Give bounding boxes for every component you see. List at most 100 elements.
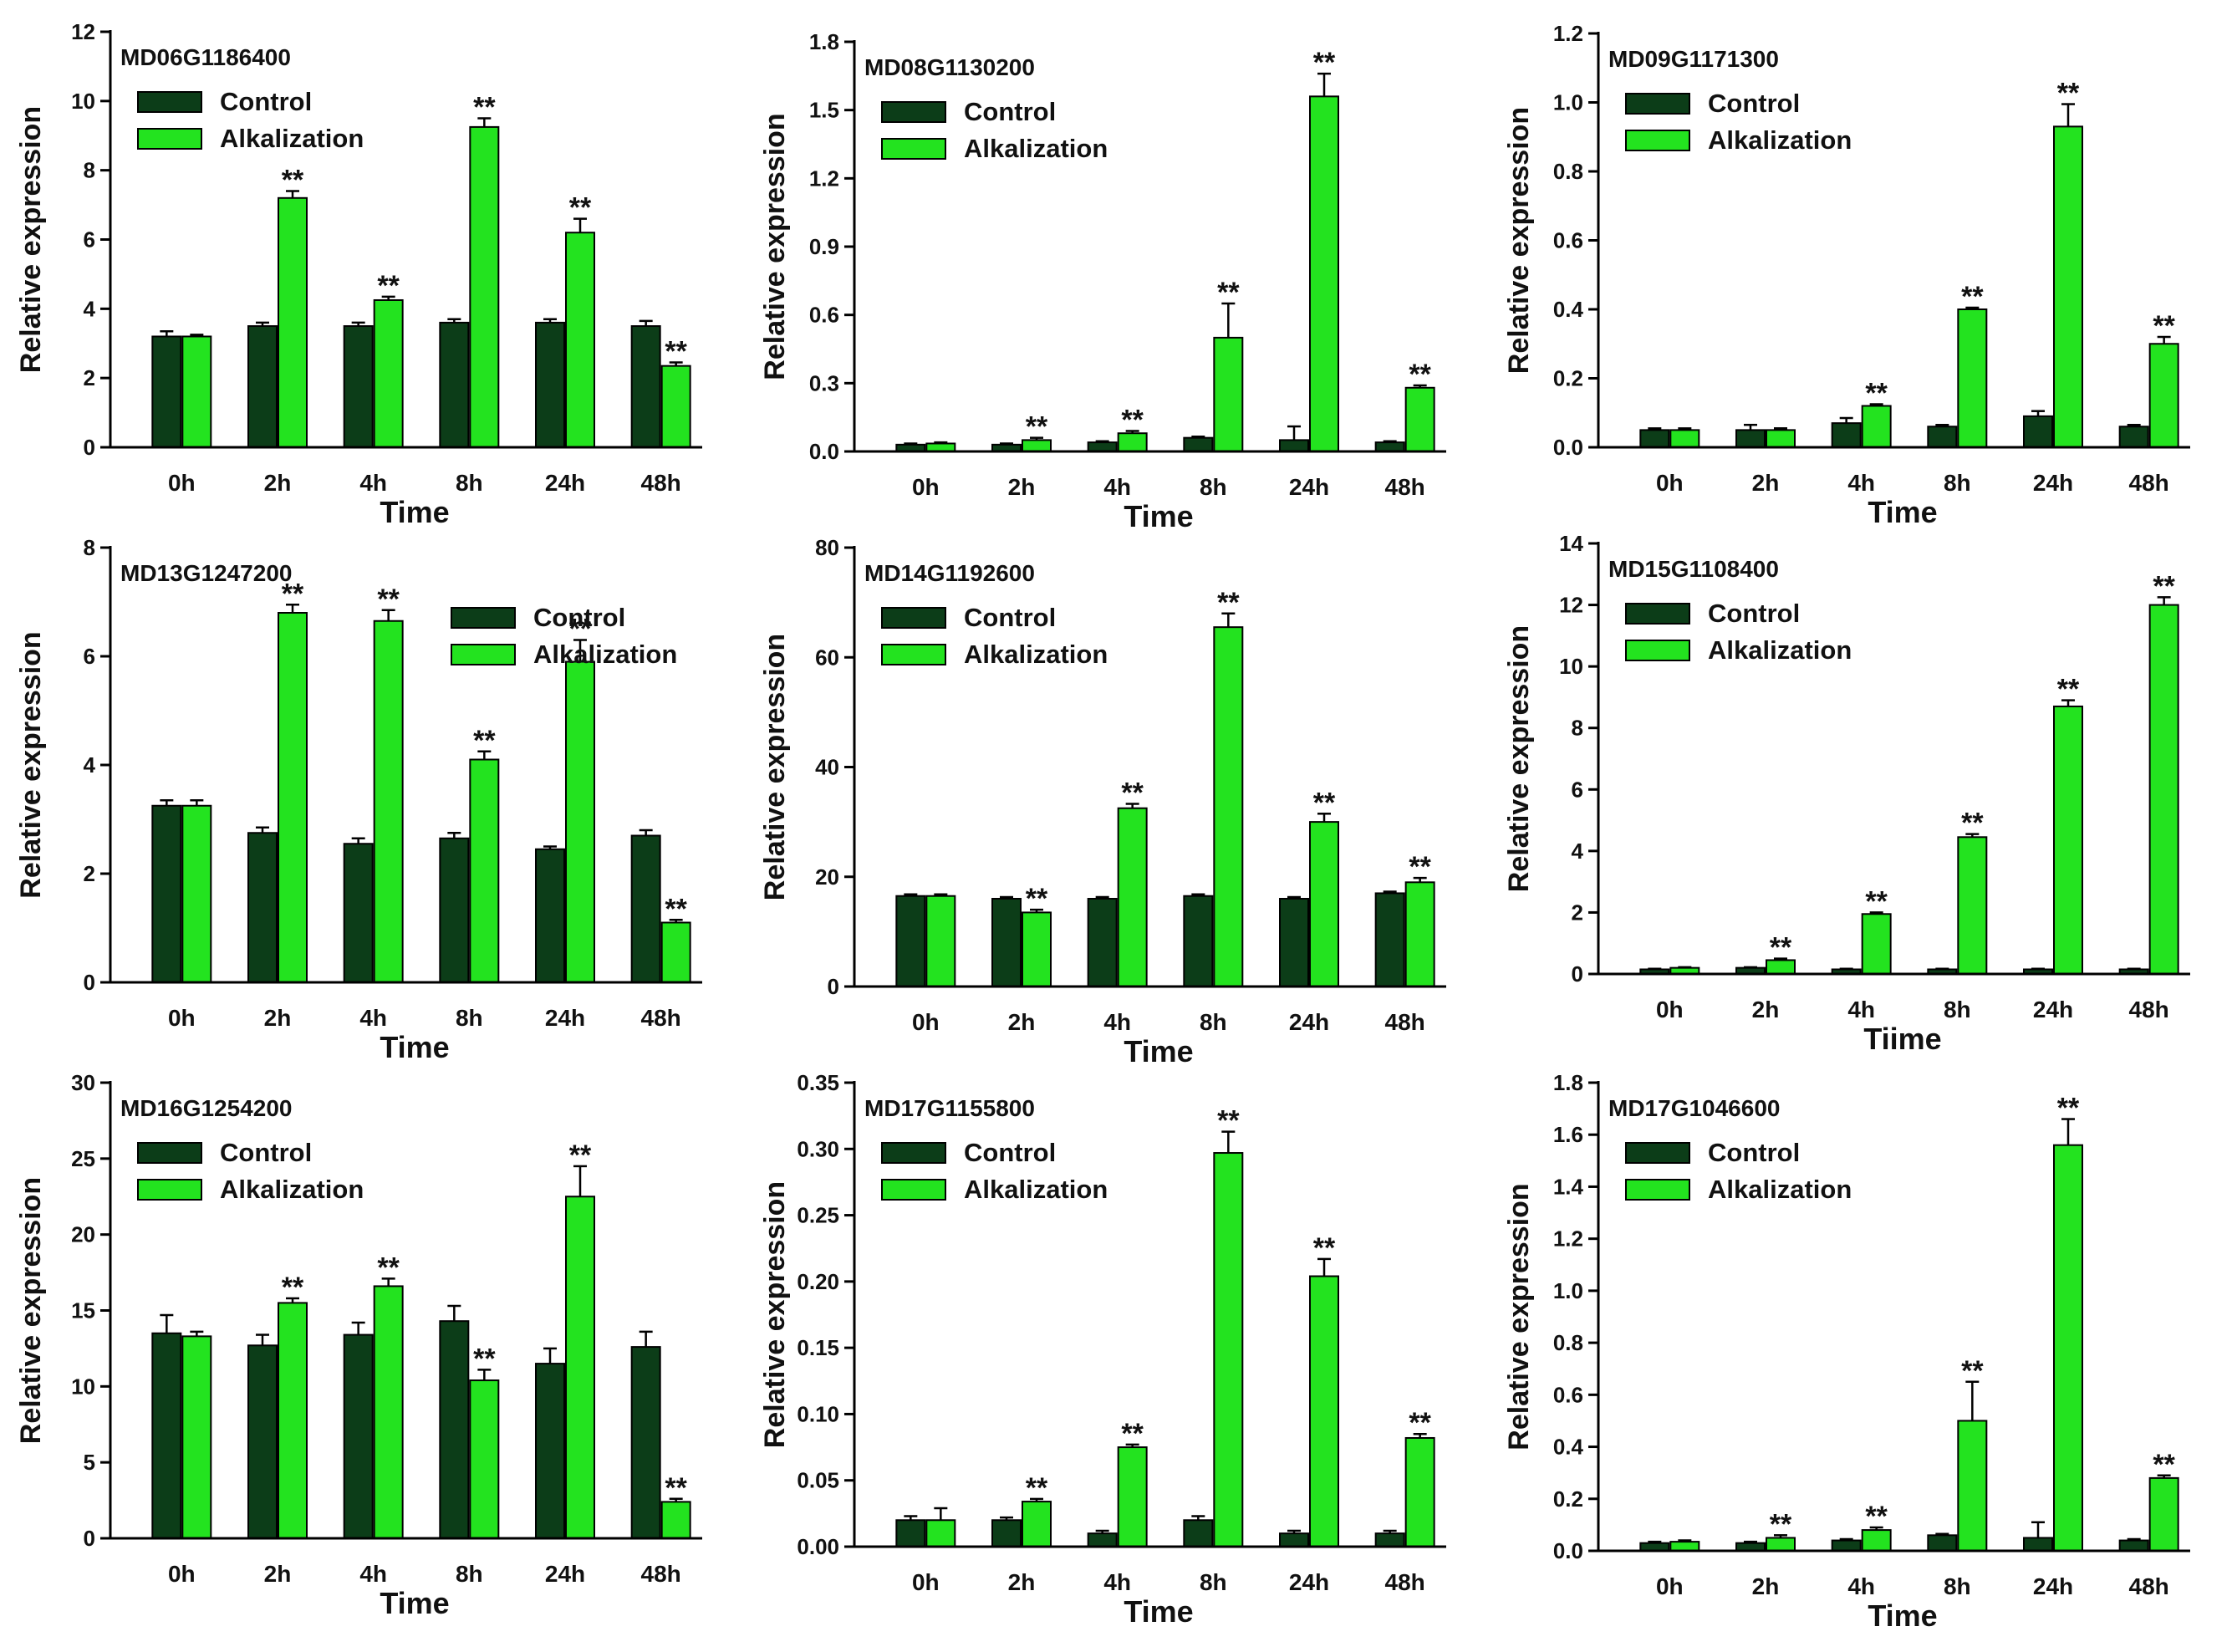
x-tick-label: 48h — [641, 1561, 681, 1587]
y-tick-label: 0.25 — [797, 1203, 839, 1228]
legend-label-alkalization: Alkalization — [1708, 1175, 1852, 1204]
x-tick-label: 4h — [359, 1005, 387, 1031]
bar-control-24h — [535, 1363, 565, 1540]
bar-alkalization-48h — [2148, 1476, 2179, 1552]
bar-alkalization-2h — [1022, 911, 1052, 987]
chart-title: MD17G1155800 — [864, 1095, 1035, 1121]
x-tick-label: 48h — [641, 470, 681, 496]
significance-mark: ** — [282, 578, 304, 609]
legend-swatch-alkalization — [1625, 130, 1690, 151]
significance-mark: ** — [1770, 932, 1792, 964]
x-tick-label: 0h — [1656, 997, 1684, 1022]
significance-mark: ** — [1026, 1472, 1048, 1504]
significance-mark: ** — [1313, 787, 1336, 818]
y-tick-label: 60 — [815, 645, 839, 670]
legend-swatch-alkalization — [1625, 640, 1690, 661]
legend-swatch-control — [881, 101, 946, 123]
x-tick-label: 0h — [912, 1009, 940, 1035]
bar-control-24h — [535, 848, 565, 983]
bar-alkalization-8h — [469, 758, 500, 983]
bar-alkalization-24h — [2053, 1144, 2083, 1553]
x-tick-label: 8h — [1200, 1009, 1227, 1035]
x-tick-label: 0h — [912, 474, 940, 500]
x-tick-label: 2h — [1752, 470, 1780, 496]
chart-svg: 0.0 0.2 0.4 0.6 0.8 1.0 1.2 1.4 1.6 1.8 0h ** 2h ** 4h… — [1503, 1070, 2190, 1633]
bar-alkalization-0h — [181, 1335, 212, 1539]
bar-alkalization-8h — [1213, 626, 1244, 987]
y-tick-label: 0.8 — [1553, 159, 1583, 184]
x-tick-label: 2h — [1008, 474, 1036, 500]
legend-swatch-alkalization — [881, 1179, 946, 1201]
bar-alkalization-0h — [925, 895, 956, 987]
x-tick-label: 2h — [1752, 1573, 1780, 1599]
x-axis-label: Time — [380, 495, 449, 529]
significance-mark: ** — [1865, 885, 1888, 917]
x-tick-label: 48h — [1385, 474, 1425, 500]
chart-title: MD09G1171300 — [1608, 46, 1779, 72]
y-tick-label: 0.0 — [1553, 1538, 1583, 1563]
legend-label-alkalization: Alkalization — [220, 124, 364, 153]
x-tick-label: 4h — [1847, 1573, 1875, 1599]
y-tick-label: 4 — [1572, 839, 1584, 864]
significance-mark: ** — [1313, 47, 1336, 79]
bar-alkalization-48h — [1404, 881, 1435, 987]
bar-control-8h — [439, 837, 470, 983]
bar-alkalization-0h — [181, 335, 212, 449]
significance-mark: ** — [2057, 1093, 2080, 1124]
bar-alkalization-0h — [925, 1519, 956, 1547]
bar-control-8h — [1183, 1519, 1214, 1547]
bar-control-8h — [439, 321, 470, 448]
x-tick-label: 24h — [2033, 997, 2073, 1022]
x-tick-label: 0h — [168, 470, 196, 496]
significance-mark: ** — [1865, 377, 1888, 409]
y-tick-label: 5 — [84, 1450, 95, 1475]
y-tick-label: 1.5 — [809, 98, 839, 123]
legend-label-alkalization: Alkalization — [964, 134, 1108, 163]
x-tick-label: 4h — [1847, 470, 1875, 496]
x-tick-label: 24h — [2033, 1573, 2073, 1599]
bar-alkalization-24h — [2053, 125, 2083, 448]
panel-md16g1254200: 0 5 10 15 20 25 30 0h ** 2h ** 4h ** 8h ** 24h ** 48h MD16… — [0, 1066, 744, 1620]
legend-swatch-control — [881, 1142, 946, 1164]
bar-alkalization-8h — [1213, 336, 1244, 452]
x-axis-label: Time — [380, 1030, 449, 1064]
chart-svg: 0.0 0.2 0.4 0.6 0.8 1.0 1.2 0h 2h ** 4h ** 8h ** 24h **… — [1503, 21, 2190, 529]
y-tick-label: 1.0 — [1553, 1278, 1583, 1303]
x-axis-label: Time — [1124, 1034, 1193, 1068]
bar-alkalization-2h — [1766, 429, 1796, 448]
x-tick-label: 48h — [1385, 1569, 1425, 1595]
y-tick-label: 12 — [1559, 593, 1583, 618]
y-tick-label: 0.6 — [1553, 228, 1583, 253]
bar-alkalization-24h — [1309, 821, 1339, 987]
bar-alkalization-4h — [373, 298, 404, 448]
significance-mark: ** — [1121, 1418, 1144, 1450]
significance-mark: ** — [1770, 1508, 1792, 1540]
legend-label-control: Control — [1708, 1138, 1800, 1167]
bar-alkalization-4h — [373, 1285, 404, 1539]
legend-swatch-control — [451, 607, 516, 629]
y-tick-label: 0.6 — [1553, 1382, 1583, 1407]
significance-mark: ** — [282, 165, 304, 196]
bar-control-48h — [630, 834, 661, 983]
legend-swatch-control — [1625, 1142, 1690, 1164]
y-tick-label: 12 — [71, 19, 95, 44]
y-tick-label: 40 — [815, 755, 839, 780]
x-tick-label: 8h — [1944, 470, 1971, 496]
significance-mark: ** — [1217, 277, 1240, 308]
bar-control-2h — [1735, 429, 1766, 448]
significance-mark: ** — [2153, 310, 2175, 342]
bar-alkalization-0h — [1669, 429, 1700, 448]
legend-label-control: Control — [220, 87, 312, 116]
bar-alkalization-0h — [1669, 1541, 1700, 1552]
legend-label-control: Control — [964, 603, 1056, 632]
chart-title: MD06G1186400 — [120, 44, 291, 70]
y-tick-label: 80 — [815, 535, 839, 560]
y-axis-label: Relative expression — [1503, 1183, 1535, 1450]
y-tick-label: 10 — [1559, 654, 1583, 679]
x-tick-label: 2h — [264, 470, 292, 496]
y-tick-label: 6 — [84, 227, 95, 252]
x-tick-label: 24h — [1289, 1569, 1329, 1595]
y-tick-label: 0 — [84, 1526, 95, 1551]
x-tick-label: 4h — [1847, 997, 1875, 1022]
